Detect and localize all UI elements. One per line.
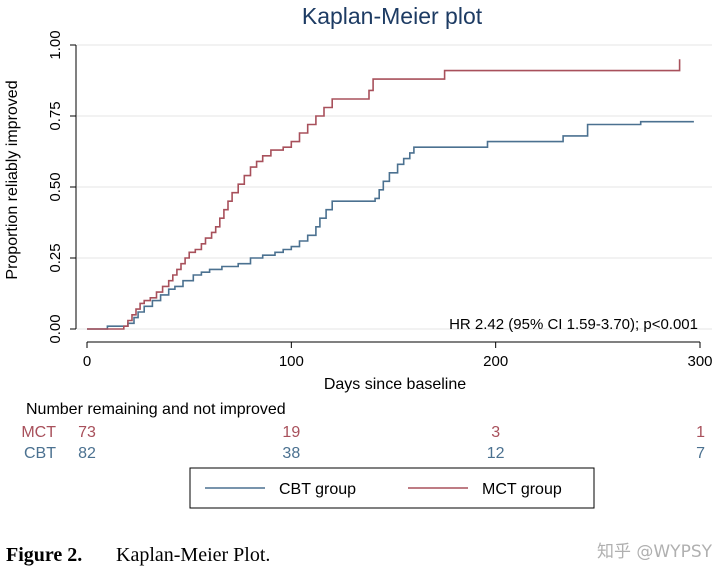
x-axis-ticks: 0 100 200 300 — [83, 342, 713, 370]
y-tick-label-group: 0.50 — [47, 172, 64, 201]
y-axis-ticks: 0.00 0.25 0.50 0.75 1.00 — [47, 30, 76, 344]
y-tick-label: 1.00 — [47, 30, 64, 59]
legend: CBT group MCT group — [205, 481, 562, 498]
risk-row-label: CBT — [24, 445, 56, 462]
x-tick-label: 200 — [483, 353, 508, 370]
risk-table-title: Number remaining and not improved — [26, 401, 286, 418]
series-line-cbt-group — [87, 120, 694, 330]
figure-caption-text: Kaplan-Meier Plot. — [116, 544, 270, 566]
series-line-mct-group — [87, 59, 681, 330]
axes — [75, 45, 700, 343]
gridlines — [77, 44, 712, 330]
risk-value: 1 — [696, 424, 705, 441]
risk-value: 3 — [491, 424, 500, 441]
figure-caption-label: Figure 2. — [6, 544, 82, 566]
legend-label: MCT group — [482, 481, 562, 498]
legend-label: CBT group — [279, 481, 356, 498]
x-tick-label: 300 — [687, 353, 712, 370]
risk-value: 7 — [696, 445, 705, 462]
watermark: 知乎 @WYPSY — [597, 542, 713, 562]
risk-value: 73 — [78, 424, 96, 441]
y-tick-label: 0.00 — [47, 314, 64, 343]
series-lines — [87, 59, 694, 330]
y-axis-label: Proportion reliably improved — [4, 80, 21, 279]
hazard-ratio-annotation: HR 2.42 (95% CI 1.59-3.70); p<0.001 — [449, 316, 698, 333]
risk-row-label: MCT — [21, 424, 56, 441]
y-tick-label: 0.25 — [47, 243, 64, 272]
y-tick-label: 0.50 — [47, 172, 64, 201]
risk-value: 19 — [282, 424, 300, 441]
risk-value: 12 — [487, 445, 505, 462]
x-tick-label: 100 — [279, 353, 304, 370]
y-tick-label-group: 0.25 — [47, 243, 64, 272]
y-tick-label-group: 0.00 — [47, 314, 64, 343]
chart-title: Kaplan-Meier plot — [302, 3, 483, 29]
risk-value: 82 — [78, 445, 96, 462]
risk-table: MCT 73 19 3 1 CBT 82 38 12 7 — [21, 424, 705, 462]
x-tick-label: 0 — [83, 353, 91, 370]
x-axis-label: Days since baseline — [324, 376, 466, 393]
y-tick-label: 0.75 — [47, 101, 64, 130]
risk-value: 38 — [282, 445, 300, 462]
y-tick-label-group: 1.00 — [47, 30, 64, 59]
y-tick-label-group: 0.75 — [47, 101, 64, 130]
